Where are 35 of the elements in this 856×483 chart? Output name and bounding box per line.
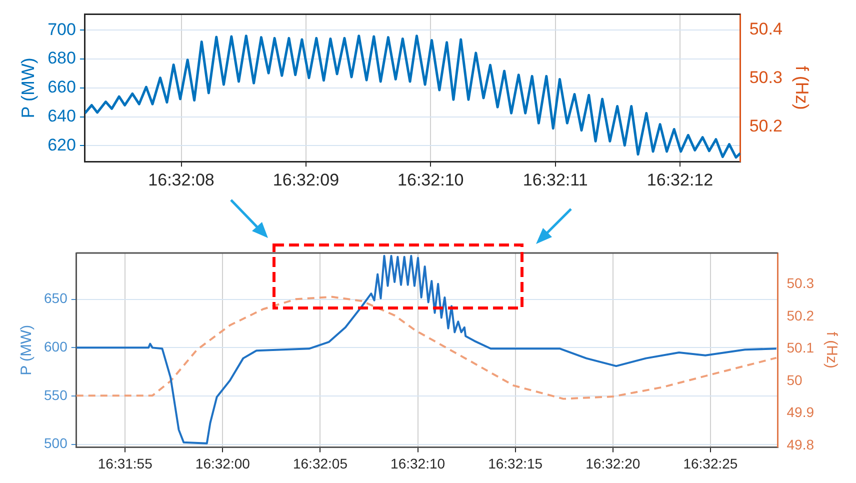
x-tick-label: 16:32:08 [148, 170, 214, 190]
line-series [76, 296, 778, 400]
y2-tick-label: 50.1 [786, 340, 814, 356]
y-tick-label: 600 [44, 338, 68, 355]
y2-tick-label: 50.3 [749, 68, 782, 88]
x-tick-label: 16:31:55 [98, 455, 153, 472]
x-tick-label: 16:32:05 [292, 455, 348, 472]
y2-tick-label: 50.2 [786, 307, 814, 324]
y-tick-label: 680 [48, 48, 76, 68]
y-tick-label: 550 [44, 386, 68, 403]
y-tick-label: 620 [48, 135, 76, 154]
x-tick-label: 16:32:12 [646, 170, 714, 190]
y2-axis-title: f (Hz) [822, 332, 840, 368]
y2-tick-label: 50 [786, 372, 803, 388]
y-tick-label: 650 [44, 290, 68, 306]
x-tick-label: 16:32:11 [522, 170, 588, 190]
x-tick-label: 16:32:10 [398, 170, 464, 190]
y-axis-title: P (MW) [18, 324, 36, 376]
x-tick-label: 16:32:20 [586, 455, 640, 472]
y-tick-label: 640 [48, 106, 76, 126]
x-tick-label: 16:32:15 [488, 455, 543, 472]
x-tick-label: 16:32:09 [272, 170, 340, 190]
y2-tick-label: 50.3 [786, 275, 814, 292]
y-tick-label: 660 [48, 78, 76, 97]
y-tick-label: 500 [44, 435, 68, 452]
x-tick-label: 16:32:10 [390, 455, 446, 472]
x-tick-label: 16:32:00 [195, 455, 250, 472]
y2-axis-title: f (Hz) [792, 66, 812, 110]
y2-tick-label: 49.8 [786, 436, 814, 452]
y-tick-label: 700 [48, 20, 76, 39]
y2-tick-label: 50.4 [749, 19, 782, 38]
y-axis-title: P (MW) [18, 58, 38, 118]
y2-tick-label: 50.2 [749, 116, 782, 136]
y2-tick-label: 49.9 [786, 404, 814, 420]
x-tick-label: 16:32:25 [683, 455, 738, 472]
